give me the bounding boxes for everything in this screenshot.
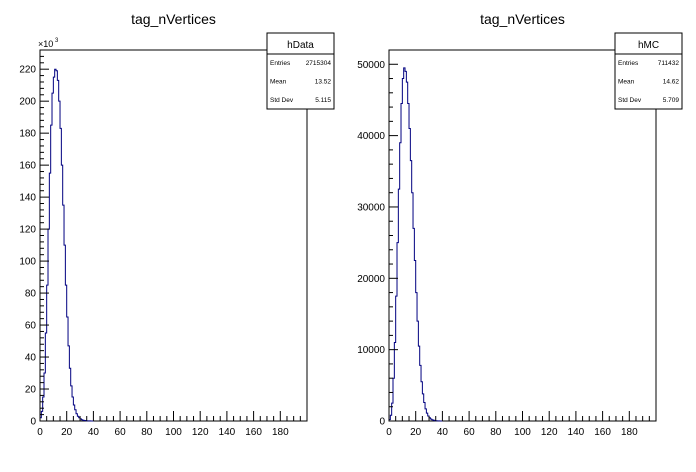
stats-row-value: 14.62 <box>663 79 680 86</box>
stats-box-frame <box>266 32 335 110</box>
y-tick-label: 40000 <box>357 131 385 142</box>
y-axis-multiplier-exponent: 3 <box>55 38 59 44</box>
stats-box: hData Entries 2715304 Mean 13.52 Std Dev 5.115 <box>266 32 335 110</box>
x-tick-label: 60 <box>464 427 476 438</box>
x-tick-label: 0 <box>386 427 392 438</box>
histogram-bin <box>409 128 410 421</box>
histogram-bin <box>57 80 58 421</box>
chart-title: tag_nVertices <box>480 11 565 27</box>
histogram-bin <box>405 71 406 421</box>
histogram-bin <box>56 71 57 421</box>
stats-row-label: Std Dev <box>618 97 642 104</box>
histogram-series <box>39 68 94 422</box>
x-tick-label: 140 <box>219 427 236 438</box>
histogram-bin <box>406 82 407 421</box>
stats-row-label: Entries <box>270 60 291 67</box>
y-tick-label: 0 <box>30 417 36 428</box>
y-tick-label: 140 <box>19 193 36 204</box>
histogram-bin <box>59 101 60 421</box>
y-tick-label: 120 <box>19 225 36 236</box>
x-tick-label: 80 <box>490 427 502 438</box>
stats-row-label: Std Dev <box>270 97 294 104</box>
histogram-bin <box>404 68 405 421</box>
y-tick-label: 20 <box>25 385 37 396</box>
y-tick-label: 220 <box>19 65 36 76</box>
y-tick-label: 160 <box>19 161 36 172</box>
histogram-bin <box>60 128 61 421</box>
stats-row-value: 711432 <box>658 60 680 67</box>
histogram-bin <box>408 104 409 421</box>
x-tick-label: 120 <box>541 427 558 438</box>
y-tick-label: 180 <box>19 129 36 140</box>
stats-row-value: 13.52 <box>315 79 332 86</box>
y-tick-label: 200 <box>19 97 36 108</box>
stats-row-value: 5.709 <box>663 97 680 104</box>
histogram-bin <box>401 104 402 421</box>
y-tick-label: 50000 <box>357 60 385 71</box>
y-axis-multiplier: ×10 <box>38 39 53 49</box>
chart-panel-1: tag_nVertices 0 20 40 60 80 100 120 140 160 180 0 20… <box>19 11 335 438</box>
histogram-bin <box>52 93 53 421</box>
x-tick-label: 140 <box>568 427 585 438</box>
histogram-bin <box>402 79 403 421</box>
y-tick-label: 10000 <box>357 345 385 356</box>
y-tick-label: 40 <box>25 353 37 364</box>
x-tick-label: 40 <box>88 427 100 438</box>
histogram-bin <box>53 77 54 421</box>
y-tick-label: 20000 <box>357 274 385 285</box>
chart-title: tag_nVertices <box>131 11 216 27</box>
histogram-bin <box>410 161 411 421</box>
x-tick-label: 20 <box>61 427 73 438</box>
stats-box-frame <box>614 32 683 110</box>
x-tick-label: 60 <box>115 427 127 438</box>
y-tick-label: 30000 <box>357 202 385 213</box>
stats-row-label: Mean <box>270 79 287 86</box>
stats-row-label: Entries <box>618 60 639 67</box>
stats-box: hMC Entries 711432 Mean 14.62 Std Dev 5.709 <box>614 32 683 110</box>
y-tick-label: 60 <box>25 321 37 332</box>
stats-row-value: 2715304 <box>306 60 332 67</box>
y-tick-label: 100 <box>19 257 36 268</box>
x-tick-label: 100 <box>514 427 531 438</box>
x-tick-label: 160 <box>594 427 611 438</box>
stats-row-label: Mean <box>618 79 635 86</box>
x-tick-label: 0 <box>37 427 43 438</box>
y-tick-label: 0 <box>379 417 385 428</box>
x-tick-label: 180 <box>621 427 638 438</box>
x-tick-label: 20 <box>410 427 422 438</box>
stats-box-title: hMC <box>638 40 659 51</box>
y-tick-label: 80 <box>25 289 37 300</box>
chart-panel-2: tag_nVertices 0 20 40 60 80 100 120 140 160 180 0 10… <box>357 11 683 438</box>
stats-row-value: 5.115 <box>315 97 331 104</box>
x-tick-label: 180 <box>272 427 289 438</box>
x-tick-label: 100 <box>165 427 182 438</box>
x-tick-label: 120 <box>192 427 209 438</box>
x-tick-label: 40 <box>437 427 449 438</box>
histogram-series <box>388 67 443 422</box>
x-tick-label: 80 <box>141 427 153 438</box>
stats-box-title: hData <box>287 40 314 51</box>
histogram-bin <box>55 69 56 421</box>
x-tick-label: 160 <box>245 427 262 438</box>
